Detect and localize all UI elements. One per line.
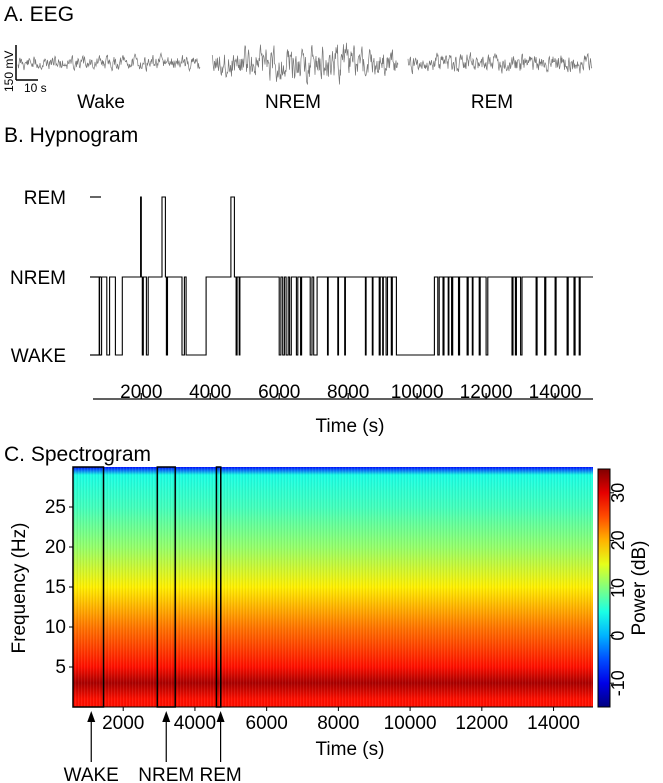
eeg-label-nrem: NREM (265, 92, 321, 113)
spectrogram-xtick-label-12000: 12000 (455, 713, 508, 734)
hypnogram-xtick-label-4000: 4000 (189, 382, 231, 403)
eeg-scale-bar: 150 mV 10 s (2, 45, 47, 95)
hypnogram-xtick-label-12000: 12000 (460, 382, 513, 403)
spectrogram-ytick-label-20: 20 (45, 537, 66, 558)
eeg-label-wake: Wake (77, 92, 125, 113)
hypnogram-xtick-label-2000: 2000 (120, 382, 162, 403)
hypnogram-line (93, 196, 593, 356)
colorbar-tick-label-0: 0 (608, 631, 628, 641)
colorbar-tick-label-10: 10 (608, 578, 628, 598)
hypnogram-y-axis: WAKE NREM REM (10, 188, 101, 367)
eeg-traces (17, 42, 593, 85)
hypnogram-x-label: Time (s) (316, 416, 385, 437)
colorbar-tick-label-30: 30 (608, 483, 628, 503)
spectrogram-texture (73, 467, 593, 707)
hypnogram-xtick-label-6000: 6000 (258, 382, 300, 403)
spectrogram-xtick-label-14000: 14000 (527, 713, 580, 734)
eeg-trace-rem (407, 52, 593, 75)
spectrogram-y-axis: 5 10 15 20 25 (45, 467, 74, 707)
hypnogram-xtick-label-14000: 14000 (529, 382, 582, 403)
spectrogram-ytick-label-5: 5 (55, 657, 66, 678)
eeg-trace-nrem (211, 42, 399, 85)
colorbar-label: Power (dB) (629, 540, 650, 635)
colorbar-tick-label--10: -10 (608, 670, 628, 696)
spectrogram-xtick-label-4000: 4000 (174, 713, 216, 734)
colorbar-ticks: -10 0 10 20 30 (608, 483, 628, 696)
colorbar-tick-label-20: 20 (608, 530, 628, 550)
spectrogram-y-label: Frequency (Hz) (9, 523, 30, 654)
spectrogram-xtick-label-10000: 10000 (384, 713, 437, 734)
eeg-scale-time-label: 10 s (24, 81, 47, 95)
spectrogram-xtick-label-6000: 6000 (246, 713, 288, 734)
hypnogram-xtick-label-8000: 8000 (327, 382, 369, 403)
arrow-head-nrem (162, 711, 171, 722)
spectrogram-xtick-label-8000: 8000 (317, 713, 359, 734)
hypnogram-title: B. Hypnogram (4, 124, 138, 147)
arrow-head-rem (216, 711, 225, 722)
spectrogram-x-label: Time (s) (316, 739, 385, 760)
hypnogram-ytick-label-rem: REM (24, 188, 66, 209)
hypnogram-ytick-label-nrem: NREM (10, 268, 66, 289)
spectrogram-ytick-label-25: 25 (45, 497, 66, 518)
spectrogram-title: C. Spectrogram (4, 443, 151, 466)
spectrogram-ytick-label-15: 15 (45, 577, 66, 598)
spectrogram-xtick-label-2000: 2000 (102, 713, 144, 734)
spectrogram-x-axis: 2000 4000 6000 8000 10000 12000 14000 (73, 706, 593, 734)
spectrogram-ytick-label-10: 10 (45, 617, 66, 638)
arrow-head-wake (87, 711, 96, 722)
hypnogram-ytick-label-wake: WAKE (11, 346, 66, 367)
eeg-scale-amplitude-label: 150 mV (2, 51, 16, 92)
eeg-panel-title: A. EEG (4, 3, 74, 26)
hypnogram-xtick-label-10000: 10000 (391, 382, 444, 403)
arrow-label-rem: REM (199, 765, 241, 783)
arrow-label-nrem: NREM (138, 765, 194, 783)
eeg-label-rem: REM (471, 92, 513, 113)
eeg-trace-wake (17, 51, 201, 73)
arrow-label-wake: WAKE (64, 765, 119, 783)
state-arrows: WAKE NREM REM (64, 711, 242, 783)
hypnogram-x-axis: 2000 4000 6000 8000 10000 12000 14000 (93, 382, 593, 403)
